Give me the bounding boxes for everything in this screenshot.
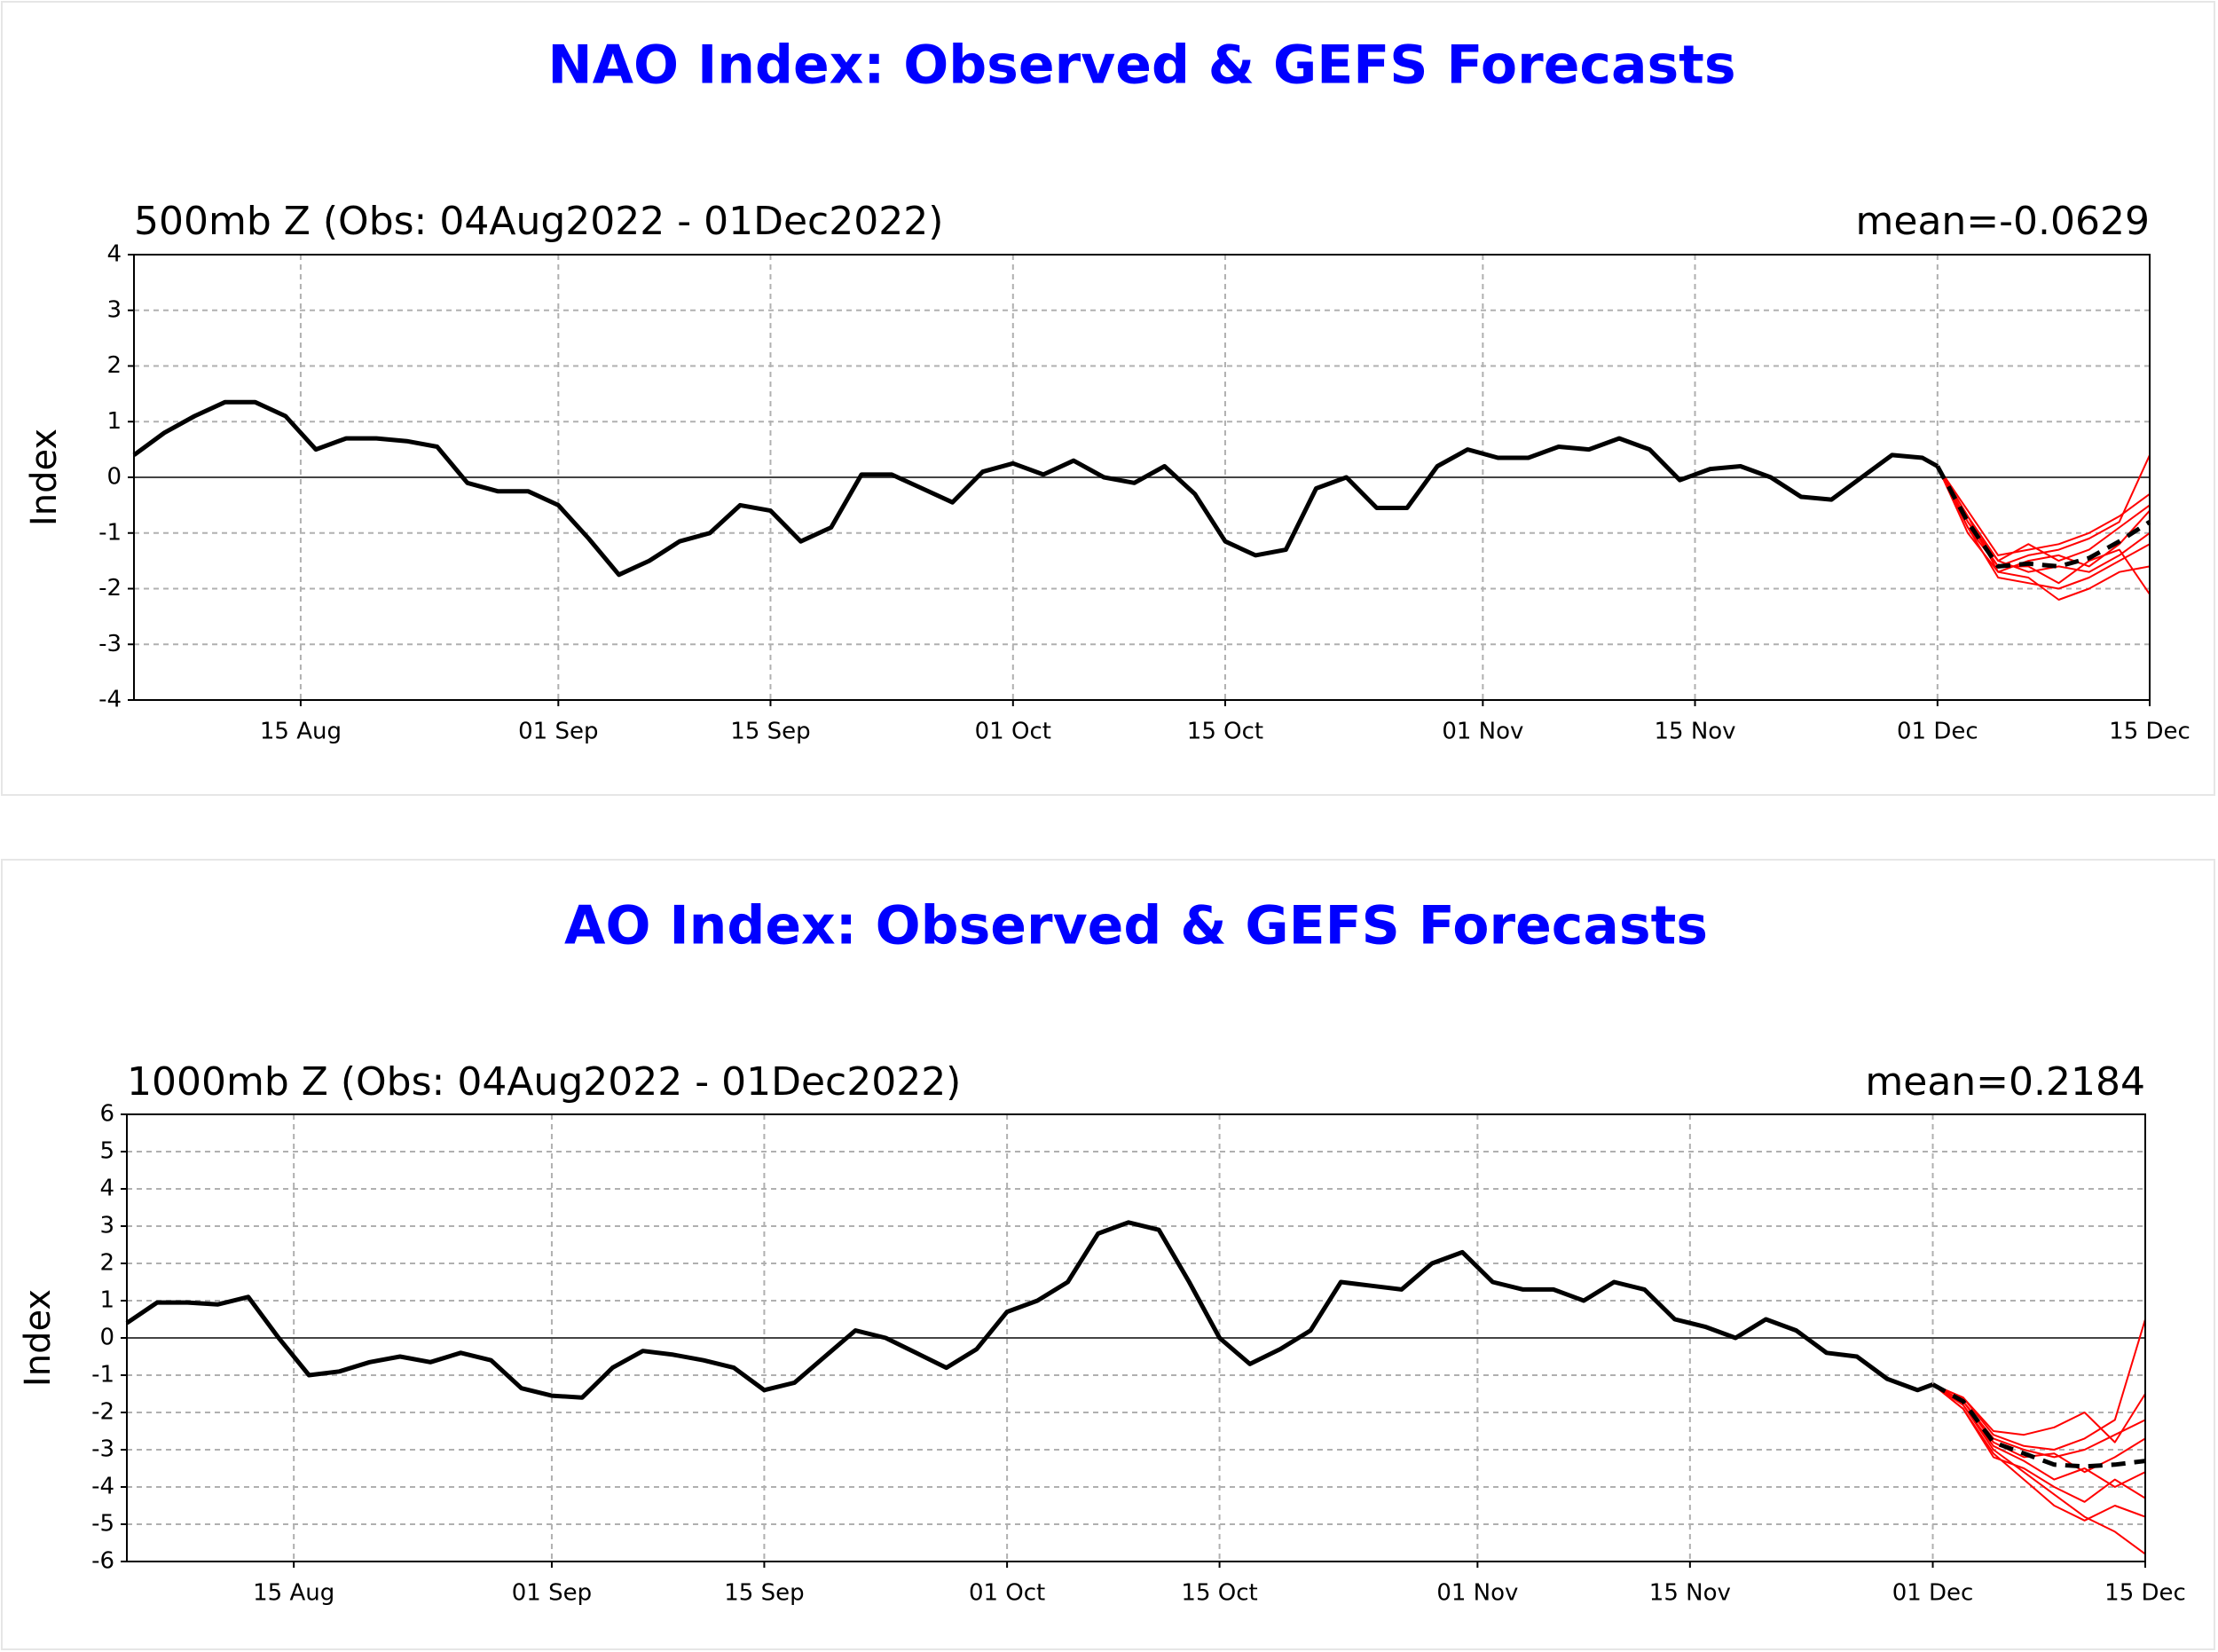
y-tick-label: 4 bbox=[106, 241, 122, 268]
y-tick-label: -2 bbox=[91, 1399, 114, 1426]
plot-frame bbox=[126, 1113, 2146, 1562]
series-line bbox=[1932, 1318, 2146, 1451]
x-tick-label: 15 Sep bbox=[730, 719, 810, 745]
chart-title: NAO Index: Observed & GEFS Forecasts bbox=[547, 35, 1735, 97]
x-tick-label: 15 Nov bbox=[1654, 719, 1735, 745]
y-tick-label: -5 bbox=[91, 1511, 114, 1538]
x-tick-label: 15 Aug bbox=[253, 1580, 334, 1607]
series-line bbox=[125, 1220, 1934, 1400]
y-tick-label: -1 bbox=[98, 519, 122, 546]
series-line bbox=[1936, 466, 2151, 595]
x-tick-label: 15 Dec bbox=[2104, 1580, 2186, 1607]
series-line bbox=[1932, 1383, 2146, 1474]
x-tick-label: 15 Nov bbox=[1649, 1580, 1731, 1607]
y-axis-label: Index bbox=[18, 1289, 59, 1387]
x-tick-label: 01 Oct bbox=[969, 1580, 1045, 1607]
x-tick-label: 15 Dec bbox=[2109, 719, 2190, 745]
series-line bbox=[1936, 465, 2151, 556]
x-tick-label: 01 Nov bbox=[1442, 719, 1523, 745]
y-tick-label: 1 bbox=[99, 1287, 114, 1314]
series-line bbox=[1936, 466, 2151, 601]
y-tick-label: 1 bbox=[106, 408, 122, 435]
y-tick-label: -4 bbox=[91, 1474, 114, 1500]
x-tick-label: 01 Dec bbox=[1892, 1580, 1974, 1607]
plot-frame bbox=[133, 254, 2151, 701]
card bbox=[1, 859, 2215, 1650]
y-tick-label: 2 bbox=[99, 1250, 114, 1277]
series-line bbox=[1936, 466, 2151, 590]
x-tick-label: 15 Sep bbox=[724, 1580, 804, 1607]
y-tick-label: 2 bbox=[106, 352, 122, 379]
x-tick-label: 01 Sep bbox=[518, 719, 598, 745]
series-line bbox=[1932, 1383, 2146, 1444]
x-tick-label: 15 Oct bbox=[1187, 719, 1263, 745]
series-line bbox=[1931, 1383, 2146, 1503]
series-line bbox=[1931, 1383, 2146, 1522]
y-tick-label: -4 bbox=[98, 687, 122, 713]
y-tick-label: 3 bbox=[99, 1213, 114, 1239]
x-tick-label: 15 Aug bbox=[260, 719, 342, 745]
y-tick-label: -6 bbox=[91, 1548, 114, 1575]
series-line bbox=[1935, 465, 2151, 569]
y-axis-label: Index bbox=[24, 429, 65, 526]
x-tick-label: 15 Oct bbox=[1181, 1580, 1257, 1607]
x-tick-label: 01 Oct bbox=[975, 719, 1051, 745]
annotation: mean=0.2184 bbox=[1865, 1059, 2145, 1105]
y-tick-label: 3 bbox=[106, 296, 122, 323]
x-tick-label: 01 Sep bbox=[512, 1580, 592, 1607]
y-tick-label: 0 bbox=[106, 464, 122, 491]
subtitle: 500mb Z (Obs: 04Aug2022 - 01Dec2022) bbox=[134, 199, 943, 244]
y-tick-label: 5 bbox=[99, 1138, 114, 1165]
card bbox=[1, 1, 2215, 796]
y-tick-label: 6 bbox=[99, 1101, 114, 1128]
y-tick-label: 4 bbox=[99, 1176, 114, 1202]
y-tick-label: -3 bbox=[91, 1436, 114, 1463]
y-tick-label: -1 bbox=[91, 1362, 114, 1388]
y-tick-label: 0 bbox=[99, 1325, 114, 1351]
subtitle: 1000mb Z (Obs: 04Aug2022 - 01Dec2022) bbox=[127, 1059, 961, 1105]
y-tick-label: -2 bbox=[98, 575, 122, 602]
series-line bbox=[132, 399, 1939, 578]
x-tick-label: 01 Nov bbox=[1436, 1580, 1518, 1607]
annotation: mean=-0.0629 bbox=[1856, 199, 2150, 244]
y-tick-label: -3 bbox=[98, 631, 122, 657]
chart-title: AO Index: Observed & GEFS Forecasts bbox=[564, 895, 1708, 957]
x-tick-label: 01 Dec bbox=[1897, 719, 1978, 745]
